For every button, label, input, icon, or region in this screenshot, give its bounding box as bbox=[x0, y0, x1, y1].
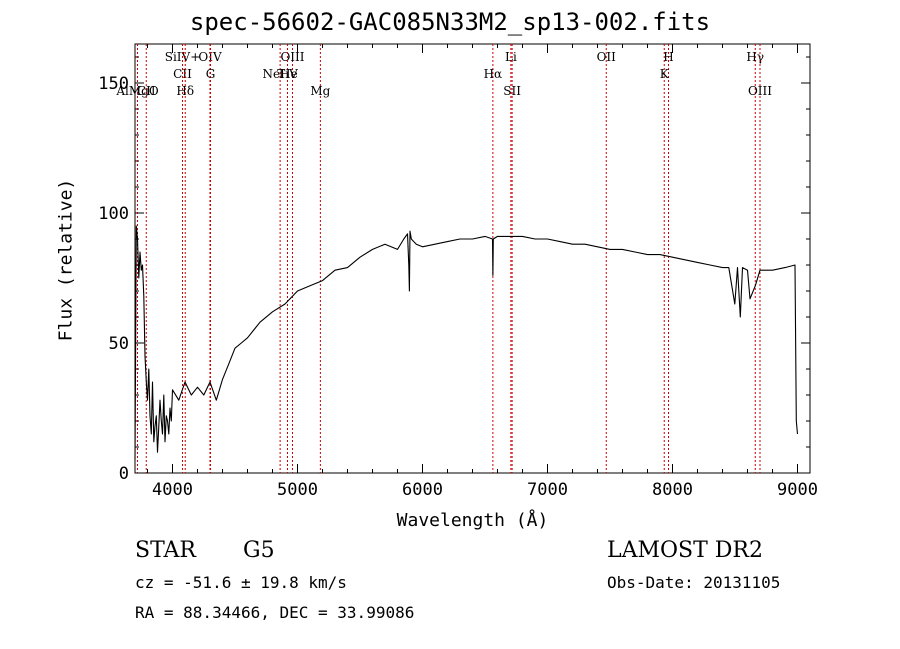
spectral-line-label: OII bbox=[597, 50, 617, 64]
x-tick-label: 8000 bbox=[652, 480, 693, 500]
spectral-line-label: NeHe bbox=[263, 67, 298, 81]
object-type: STAR bbox=[135, 538, 196, 563]
chart-title: spec-56602-GAC085N33M2_sp13-002.fits bbox=[189, 8, 711, 36]
x-tick-label: 6000 bbox=[402, 480, 443, 500]
spectral-line-label: OIII bbox=[280, 50, 304, 64]
survey-name: LAMOST DR2 bbox=[607, 538, 763, 563]
spectrum-series bbox=[134, 225, 799, 461]
plot-frame bbox=[134, 43, 811, 474]
spectral-line-label: Mg bbox=[310, 84, 330, 98]
spectral-line-label: Hδ bbox=[176, 84, 194, 98]
spectral-line-label: G bbox=[206, 67, 216, 81]
spectral-line-label: TiV bbox=[277, 67, 298, 81]
y-tick-label: 50 bbox=[109, 334, 129, 354]
obs-date: Obs-Date: 20131105 bbox=[607, 573, 781, 592]
coordinates: RA = 88.34466, DEC = 33.99086 bbox=[135, 603, 415, 622]
spectral-line-label: H bbox=[663, 50, 673, 64]
redshift-text: cz = -51.6 ± 19.8 km/s bbox=[135, 573, 347, 592]
spectral-line-label: Hγ bbox=[746, 50, 764, 64]
x-tick-label: 9000 bbox=[777, 480, 818, 500]
spectral-line-label: AlMgO bbox=[115, 84, 158, 98]
x-tick-label: 4000 bbox=[152, 480, 193, 500]
spectral-line-label: Hα bbox=[484, 67, 503, 81]
spectral-line-label: CII bbox=[137, 84, 156, 98]
y-axis-label: Flux (relative) bbox=[55, 178, 77, 342]
y-tick-label: 100 bbox=[98, 204, 129, 224]
x-axis-label: Wavelength (Å) bbox=[396, 510, 549, 531]
x-tick-label: 7000 bbox=[527, 480, 568, 500]
spectral-line-label: Li bbox=[505, 50, 517, 64]
spectral-line-label: OIII bbox=[748, 84, 772, 98]
x-tick-label: 5000 bbox=[277, 480, 318, 500]
spectral-line-label: K bbox=[660, 67, 670, 81]
y-tick-label: 150 bbox=[98, 74, 129, 94]
spectral-subclass: G5 bbox=[243, 538, 275, 563]
y-tick-label: 0 bbox=[119, 464, 129, 484]
spectral-line-label: SII bbox=[503, 84, 521, 98]
spectral-line-label: CII bbox=[173, 67, 192, 81]
